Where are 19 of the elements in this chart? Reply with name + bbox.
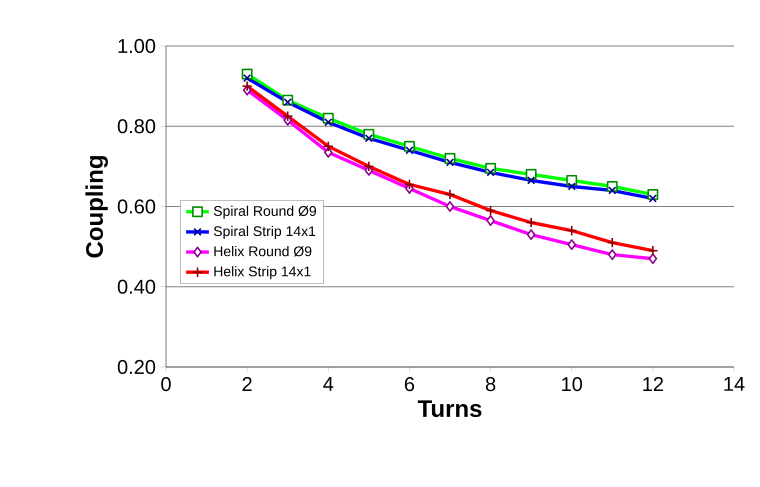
x-tick-label: 14 — [724, 377, 745, 391]
x-tick-label: 6 — [404, 377, 414, 392]
x-tick-label: 10 — [562, 377, 582, 392]
legend-label: Spiral Round Ø9 — [214, 206, 316, 219]
y-axis-title: Coupling — [85, 156, 108, 258]
y-tick-label: 1.00 — [118, 38, 156, 54]
y-tick-label: 0.80 — [118, 119, 156, 134]
x-tick-label: 2 — [242, 377, 252, 392]
x-tick-label: 4 — [323, 377, 334, 391]
x-axis-title: Turns — [418, 400, 482, 418]
x-tick-label: 12 — [643, 377, 663, 392]
y-tick-label: 0.60 — [118, 199, 156, 214]
x-tick-label: 8 — [486, 377, 496, 392]
x-tick-label: 0 — [161, 377, 171, 392]
legend-label: Helix Round Ø9 — [214, 246, 312, 256]
legend-label: Helix Strip 14x1 — [214, 266, 311, 280]
y-tick-label: 0.20 — [118, 360, 156, 374]
y-tick-label: 0.40 — [118, 280, 156, 294]
legend-label: Spiral Strip 14x1 — [214, 226, 316, 239]
